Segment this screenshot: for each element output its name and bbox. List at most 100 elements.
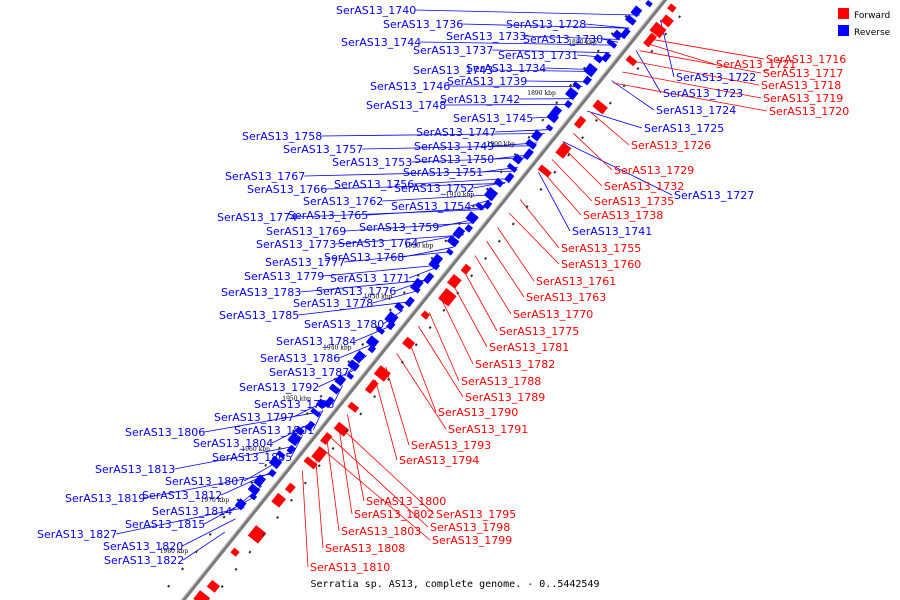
minor-feature-mark [319, 394, 323, 398]
leader-line [182, 518, 236, 547]
forward-gene-label: SerAS13_1808 [325, 542, 405, 555]
minor-feature-mark [444, 239, 448, 243]
minor-feature-mark [278, 446, 282, 450]
forward-gene-label: SerAS13_1810 [310, 561, 390, 574]
leader-line [492, 49, 610, 54]
forward-gene-label: SerAS13_1729 [614, 164, 694, 177]
forward-gene-feature [311, 446, 328, 463]
forward-gene-label: SerAS13_1803 [341, 525, 421, 538]
reverse-gene-label: SerAS13_1801 [234, 424, 314, 437]
tick-label: 1890 kbp [527, 90, 556, 97]
reverse-gene-label: SerAS13_1819 [65, 492, 145, 505]
reverse-gene-label: SerAS13_1736 [383, 18, 463, 31]
reverse-gene-feature [249, 493, 258, 501]
minor-feature-mark [456, 291, 460, 295]
reverse-gene-feature [464, 224, 473, 233]
tick-label: 1970 kbp [201, 497, 230, 504]
minor-feature-mark [373, 395, 377, 399]
leader-line [300, 279, 428, 293]
minor-feature-mark [386, 377, 391, 381]
reverse-gene-label: SerAS13_1754 [391, 200, 471, 213]
reverse-gene-feature [287, 431, 302, 447]
forward-gene-label: SerAS13_1781 [489, 341, 569, 354]
leader-line [525, 35, 621, 40]
forward-gene-label: SerAS13_1799 [432, 534, 512, 547]
minor-feature-mark [581, 136, 585, 140]
reverse-gene-label: SerAS13_1784 [276, 335, 356, 348]
reverse-gene-label: SerAS13_1765 [288, 209, 368, 222]
reverse-gene-feature [367, 344, 377, 354]
leader-line [345, 222, 474, 232]
reverse-gene-feature [465, 211, 479, 225]
leader-line [648, 38, 765, 60]
minor-feature-mark [555, 101, 559, 105]
minor-feature-mark [636, 67, 640, 71]
reverse-gene-feature [452, 226, 466, 240]
reverse-gene-label: SerAS13_1766 [247, 183, 327, 196]
leader-line [420, 41, 616, 46]
minor-feature-mark [276, 515, 280, 520]
reverse-gene-feature [446, 235, 460, 248]
reverse-gene-feature [409, 283, 421, 294]
minor-feature-mark [400, 360, 404, 364]
leader-line [326, 439, 340, 532]
minor-feature-mark [664, 32, 668, 36]
minor-feature-mark [167, 584, 171, 588]
forward-gene-feature [247, 525, 267, 544]
forward-gene-feature [667, 3, 677, 13]
legend-forward-label: Forward [854, 11, 890, 21]
reverse-gene-label: SerAS13_1764 [338, 237, 418, 250]
forward-gene-feature [333, 421, 350, 437]
leader-line [355, 325, 391, 342]
reverse-gene-label: SerAS13_1797 [214, 411, 294, 424]
reverse-gene-label: SerAS13_1786 [260, 352, 340, 365]
reverse-gene-feature [530, 129, 543, 142]
reverse-gene-label: SerAS13_1769 [266, 225, 346, 238]
leader-line [304, 170, 515, 177]
forward-gene-feature [230, 547, 240, 557]
leader-line [587, 110, 643, 129]
leader-line [542, 171, 582, 216]
leader-line [272, 421, 314, 444]
reverse-gene-feature [276, 450, 286, 459]
forward-gene-label: SerAS13_1726 [631, 139, 711, 152]
reverse-gene-label: SerAS13_1743 [413, 64, 493, 77]
legend: Forward Reverse [838, 8, 891, 38]
forward-gene-feature [206, 579, 220, 593]
forward-gene-label: SerAS13_1795 [436, 508, 516, 521]
reverse-gene-feature [572, 81, 582, 90]
leader-line [562, 141, 673, 196]
reverse-gene-label: SerAS13_1748 [366, 99, 446, 112]
leader-line [495, 129, 548, 133]
tick-label: 1930 kbp [364, 294, 393, 301]
minor-feature-mark [428, 326, 432, 330]
leader-line [445, 104, 569, 106]
forward-gene-label: SerAS13_1735 [594, 195, 674, 208]
leader-line [302, 470, 309, 568]
reverse-gene-feature [253, 474, 266, 488]
leader-line [492, 69, 595, 72]
minor-feature-mark [485, 187, 489, 191]
minor-feature-mark [264, 463, 268, 467]
reverse-gene-feature [328, 383, 341, 395]
forward-gene-label: SerAS13_1802 [354, 508, 434, 521]
forward-gene-label: SerAS13_1794 [399, 454, 479, 467]
forward-gene-feature [460, 263, 472, 275]
forward-gene-label: SerAS13_1720 [769, 105, 849, 118]
reverse-gene-label: SerAS13_1779 [244, 270, 324, 283]
reverse-gene-feature [583, 62, 598, 78]
minor-feature-mark [608, 101, 612, 105]
leader-line [463, 269, 498, 332]
reverse-gene-label: SerAS13_1787 [269, 366, 349, 379]
forward-gene-feature [420, 310, 430, 320]
minor-feature-mark [553, 170, 557, 174]
forward-gene-feature [364, 379, 379, 394]
leader-line [411, 157, 526, 163]
minor-feature-mark [596, 49, 600, 53]
reverse-gene-label: SerAS13_1822 [104, 554, 184, 567]
reverse-gene-label: SerAS13_1752 [394, 182, 474, 195]
forward-gene-feature [555, 142, 572, 159]
minor-feature-mark [499, 170, 503, 174]
